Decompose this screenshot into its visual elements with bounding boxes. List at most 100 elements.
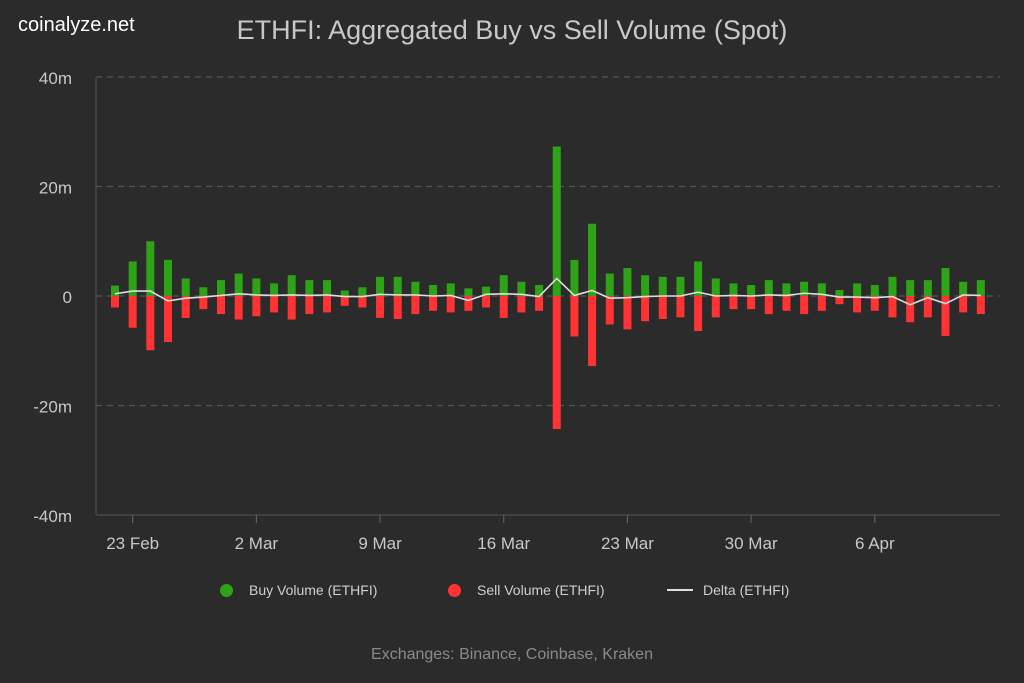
buy-bar [252,278,261,296]
sell-bar [729,296,738,310]
sell-bar [305,296,314,315]
sell-bar [429,296,438,311]
sell-bar [376,296,385,318]
buy-bar [694,261,703,296]
sell-bar [800,296,809,315]
sell-bar [146,296,155,351]
buy-bar [446,283,455,296]
sell-bar [517,296,526,313]
sell-bar [128,296,137,328]
legend-sell[interactable]: Sell Volume (ETHFI) [448,582,605,598]
buy-bar [411,281,420,296]
y-tick-label: 0 [63,288,72,307]
sell-bar [252,296,261,317]
buy-bar [888,276,897,296]
buy-bar [393,276,402,296]
buy-bar [941,268,950,296]
buy-bar [711,278,720,296]
sell-bar [676,296,685,318]
buy-bar [323,280,332,296]
sell-bar [393,296,402,319]
buy-bar [429,285,438,296]
sell-bar [588,296,597,367]
sell-bar [340,296,349,306]
sell-bar [234,296,243,320]
sell-bar [923,296,932,318]
buy-bar [623,268,632,296]
buy-bar [111,285,119,296]
sell-bar [694,296,703,332]
sell-bar [747,296,756,310]
buy-bar [305,280,314,296]
sell-bar [870,296,879,311]
sell-bar [623,296,632,330]
buy-bar [641,275,650,296]
sell-bar [111,296,119,308]
buy-bar [676,276,685,296]
legend-delta-label: Delta (ETHFI) [703,582,790,598]
sell-bar [464,296,473,311]
sell-bar [270,296,279,313]
x-tick-label: 9 Mar [358,534,402,553]
x-tick-label: 23 Feb [106,534,159,553]
sell-bar [782,296,791,311]
buy-bar [517,281,526,296]
sell-bar [941,296,950,336]
y-tick-label: 20m [39,179,72,198]
buy-bar [605,273,614,296]
buy-bar [499,275,508,296]
buy-bar [146,241,155,296]
buy-bar [906,280,915,296]
buy-bar [535,285,544,296]
sell-legend-marker-icon [448,583,461,597]
delta-legend-line-icon [667,589,693,591]
sell-bar [817,296,826,311]
buy-bar [976,280,985,296]
x-tick-label: 2 Mar [235,534,279,553]
brand-logo: coinalyze.net [18,14,135,36]
sell-bar [835,296,844,305]
sell-bar [959,296,968,313]
sell-bar [164,296,173,342]
sell-bar [358,296,367,308]
buy-bar [376,276,385,296]
delta-line [114,277,981,306]
buy-bar [782,283,791,296]
sell-bar [535,296,544,311]
y-tick-label: -40m [33,507,72,526]
buy-bar [234,273,243,296]
exchanges-footer: Exchanges: Binance, Coinbase, Kraken [371,646,653,663]
buy-bar [217,280,226,296]
legend-buy[interactable]: Buy Volume (ETHFI) [220,582,377,598]
buy-bar [570,259,579,296]
sell-bar [323,296,332,313]
buy-legend-marker-icon [220,583,233,597]
sell-bar [764,296,773,315]
sell-bar [888,296,897,318]
buy-bar [199,287,208,296]
buy-bar [588,223,597,296]
sell-bar [446,296,455,313]
buy-bar [747,285,756,296]
sell-bar [199,296,208,310]
x-tick-label: 30 Mar [725,534,778,553]
buy-bar [482,286,491,296]
sell-bar [605,296,614,325]
buy-bar [800,281,809,296]
buy-bar [358,287,367,296]
y-tick-label: -20m [33,398,72,417]
buy-bar [764,280,773,296]
buy-bar [464,288,473,296]
buy-bar [853,283,862,296]
legend-delta[interactable]: Delta (ETHFI) [667,582,789,598]
buy-bar [287,275,296,296]
buy-bar [835,289,844,296]
x-tick-label: 6 Apr [855,534,895,553]
buy-bar [181,278,190,296]
buy-bar [270,283,279,296]
buy-bar [164,259,173,296]
legend-buy-label: Buy Volume (ETHFI) [249,582,378,598]
sell-bar [181,296,190,318]
x-tick-label: 23 Mar [601,534,654,553]
